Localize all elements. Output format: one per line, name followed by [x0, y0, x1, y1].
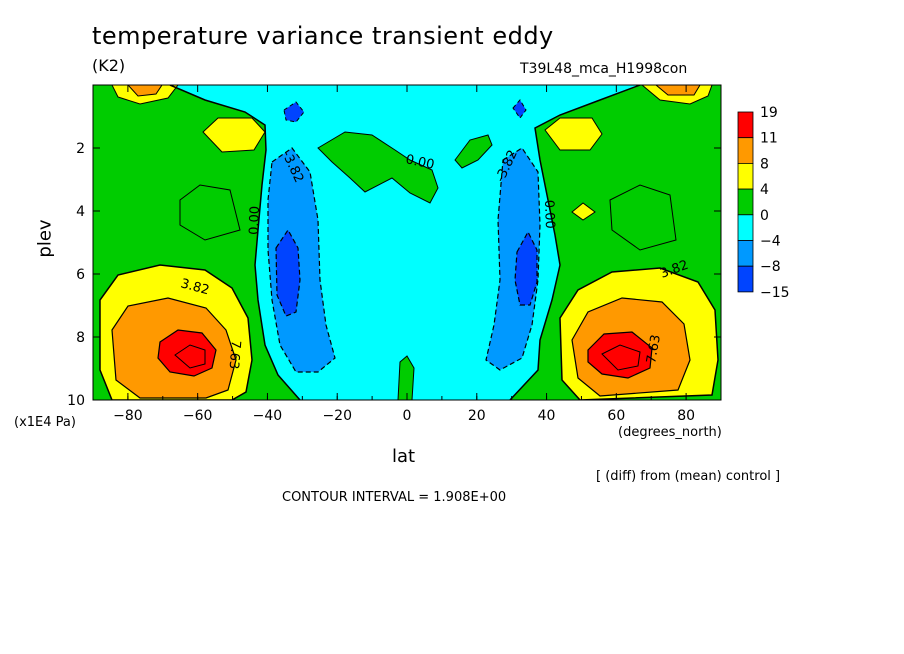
- field-negative-high: [275, 228, 301, 317]
- colorbar-swatch: [737, 214, 754, 241]
- contour-label: 3.82: [179, 276, 211, 298]
- contour-line: [174, 344, 206, 369]
- field-positive-island: [454, 134, 493, 169]
- zero-contour: [509, 85, 641, 400]
- x-tick-label: −80: [113, 408, 143, 424]
- y-tick-label: 2: [76, 141, 85, 157]
- colorbar-label: −8: [760, 259, 781, 275]
- zero-contour: [169, 85, 301, 400]
- colorbar-swatch: [737, 188, 754, 216]
- diff-note: [ (diff) from (mean) control ]: [596, 469, 781, 484]
- x-axis-label: lat: [392, 446, 416, 467]
- x-axis-units: (degrees_north): [618, 425, 722, 440]
- contour-label: 0.00: [541, 200, 557, 229]
- field-warm-top-left: [127, 85, 163, 97]
- field-positive-island: [317, 131, 439, 204]
- colorbar-label: 11: [760, 131, 778, 147]
- colorbar-label: 8: [760, 156, 769, 172]
- contour-label: 0.00: [404, 152, 435, 173]
- field-yellow-upper-right: [544, 117, 603, 151]
- x-tick-label: 0: [403, 408, 412, 424]
- field-yellow-small-right: [571, 202, 596, 221]
- contour-line: [609, 184, 677, 251]
- y-tick-label: 10: [67, 393, 85, 409]
- colorbar-swatch: [737, 240, 754, 267]
- contour-label: 0.00: [247, 206, 263, 235]
- x-tick-label: 20: [468, 408, 486, 424]
- y-tick-label: 6: [76, 267, 85, 283]
- field-warm-top-right: [655, 85, 701, 96]
- field-negative-mid: [267, 147, 336, 373]
- field-positive-island: [397, 355, 415, 400]
- y-axis-label: plev: [34, 219, 56, 258]
- x-tick-label: 80: [677, 408, 695, 424]
- x-tick-label: 40: [538, 408, 556, 424]
- x-axis: −80 −60 −40 −20 0 20 40 60 80: [92, 85, 722, 424]
- y-tick-label: 4: [76, 204, 85, 220]
- x-tick-label: −60: [183, 408, 213, 424]
- y-axis: 2 4 6 8 10: [67, 141, 721, 409]
- contour-interval: CONTOUR INTERVAL = 1.908E+00: [282, 490, 507, 505]
- field-negative-high: [283, 101, 305, 123]
- x-tick-label: 60: [607, 408, 625, 424]
- x-tick-label: −40: [253, 408, 283, 424]
- colorbar-swatch: [737, 111, 754, 139]
- contour-label: 7.63: [225, 340, 242, 370]
- contour-line: [601, 344, 641, 371]
- colorbar-label: 4: [760, 182, 769, 198]
- colorbar: 19 11 8 4 0 −4 −8 −15: [737, 105, 790, 301]
- contour-label: 7.63: [644, 334, 664, 365]
- colorbar-swatch: [737, 265, 754, 293]
- field-negative-mid: [485, 147, 541, 371]
- colorbar-swatch: [737, 162, 754, 190]
- colorbar-label: 19: [760, 105, 778, 121]
- run-label: T39L48_mca_H1998con: [520, 61, 688, 77]
- colorbar-label: −4: [760, 234, 781, 250]
- chart-units: (K2): [92, 56, 126, 75]
- field-negative-high: [514, 230, 538, 306]
- colorbar-swatch: [737, 137, 754, 164]
- colorbar-label: −15: [760, 285, 790, 301]
- field-negative-high: [512, 99, 527, 119]
- colorbar-label: 0: [760, 208, 769, 224]
- y-tick-label: 8: [76, 330, 85, 346]
- x-tick-label: −20: [322, 408, 352, 424]
- contour-line: [179, 184, 241, 241]
- y-axis-units: (x1E4 Pa): [14, 415, 76, 430]
- chart-title: temperature variance transient eddy: [92, 22, 554, 50]
